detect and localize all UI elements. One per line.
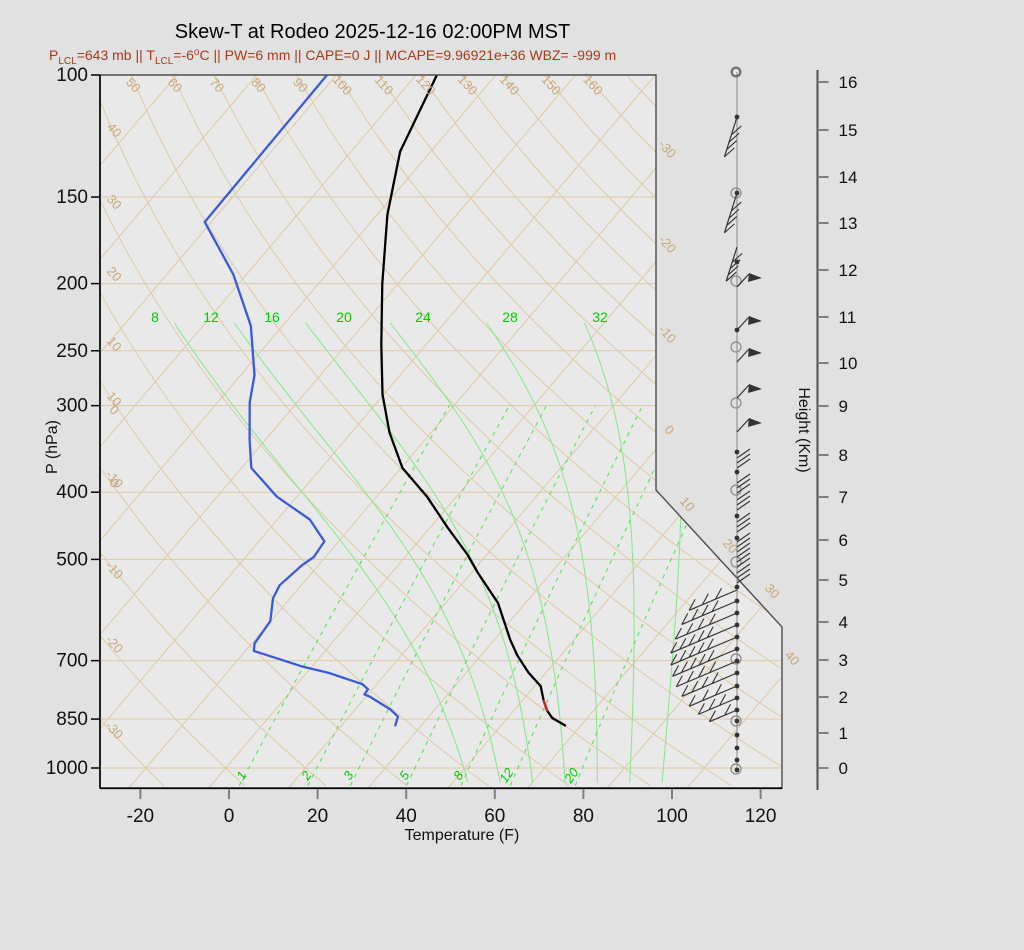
- temperature-curve: [380, 75, 567, 727]
- svg-text:250: 250: [56, 341, 88, 362]
- svg-text:300: 300: [56, 396, 88, 417]
- svg-text:16: 16: [839, 73, 858, 92]
- svg-text:60: 60: [484, 806, 505, 827]
- svg-text:4: 4: [839, 613, 848, 632]
- svg-text:11: 11: [839, 308, 857, 327]
- svg-text:32: 32: [592, 309, 608, 325]
- svg-text:1: 1: [839, 724, 848, 743]
- svg-text:-30: -30: [655, 137, 679, 161]
- svg-text:16: 16: [264, 309, 280, 325]
- chart-title: Skew-T at Rodeo 2025-12-16 02:00PM MST: [174, 21, 571, 43]
- svg-text:10: 10: [677, 494, 698, 515]
- svg-text:0: 0: [224, 806, 235, 827]
- svg-text:20: 20: [336, 309, 352, 325]
- svg-text:5: 5: [839, 571, 848, 590]
- svg-text:8: 8: [839, 446, 848, 465]
- temperature-axis: -20 0 20 40 60 80 100 120 Temperature (F): [127, 789, 777, 844]
- temperature-axis-title: Temperature (F): [405, 827, 520, 844]
- svg-text:30: 30: [762, 581, 783, 602]
- svg-text:-20: -20: [655, 232, 679, 256]
- chart-subtitle-stats: PLCL=643 mb || TLCL=-6oC || PW=6 mm || C…: [49, 47, 617, 67]
- svg-text:-20: -20: [127, 806, 154, 827]
- svg-text:40: 40: [396, 806, 417, 827]
- svg-text:500: 500: [56, 549, 88, 570]
- sounding-curves: [203, 75, 567, 727]
- svg-text:40: 40: [782, 648, 803, 669]
- svg-text:150: 150: [56, 187, 88, 208]
- svg-text:9: 9: [839, 397, 848, 416]
- svg-text:20: 20: [307, 806, 328, 827]
- svg-text:12: 12: [839, 261, 858, 280]
- temperature-highlight-segment: [542, 699, 549, 712]
- svg-text:0: 0: [839, 759, 848, 778]
- svg-text:100: 100: [56, 65, 88, 86]
- svg-text:400: 400: [56, 482, 88, 503]
- svg-text:28: 28: [502, 309, 518, 325]
- svg-text:10: 10: [839, 354, 858, 373]
- svg-text:200: 200: [56, 274, 88, 295]
- svg-text:80: 80: [573, 806, 594, 827]
- svg-text:15: 15: [839, 121, 858, 140]
- svg-text:850: 850: [56, 709, 88, 730]
- svg-text:14: 14: [839, 168, 858, 187]
- moist-adiabats: [173, 322, 683, 783]
- svg-text:2: 2: [839, 688, 848, 707]
- svg-text:13: 13: [839, 214, 858, 233]
- height-axis-title: Height (Km): [795, 387, 812, 472]
- svg-text:7: 7: [839, 488, 848, 507]
- svg-text:700: 700: [56, 651, 88, 672]
- svg-text:12: 12: [203, 309, 219, 325]
- dewpoint-curve: [203, 75, 400, 727]
- pressure-axis-title: P (hPa): [44, 420, 61, 474]
- svg-text:120: 120: [745, 806, 777, 827]
- wind-barbs: [670, 66, 762, 775]
- svg-text:8: 8: [151, 309, 159, 325]
- svg-text:100: 100: [656, 806, 688, 827]
- svg-text:1000: 1000: [46, 758, 88, 779]
- svg-text:-10: -10: [655, 322, 679, 346]
- svg-text:24: 24: [415, 309, 431, 325]
- svg-text:3: 3: [839, 651, 848, 670]
- mixing-ratio-lines: [238, 405, 742, 786]
- pressure-axis: 100 150 200 250 300 400 500 700 850 1000 P (hPa): [44, 65, 100, 779]
- svg-text:0: 0: [661, 422, 677, 437]
- svg-text:6: 6: [839, 531, 848, 550]
